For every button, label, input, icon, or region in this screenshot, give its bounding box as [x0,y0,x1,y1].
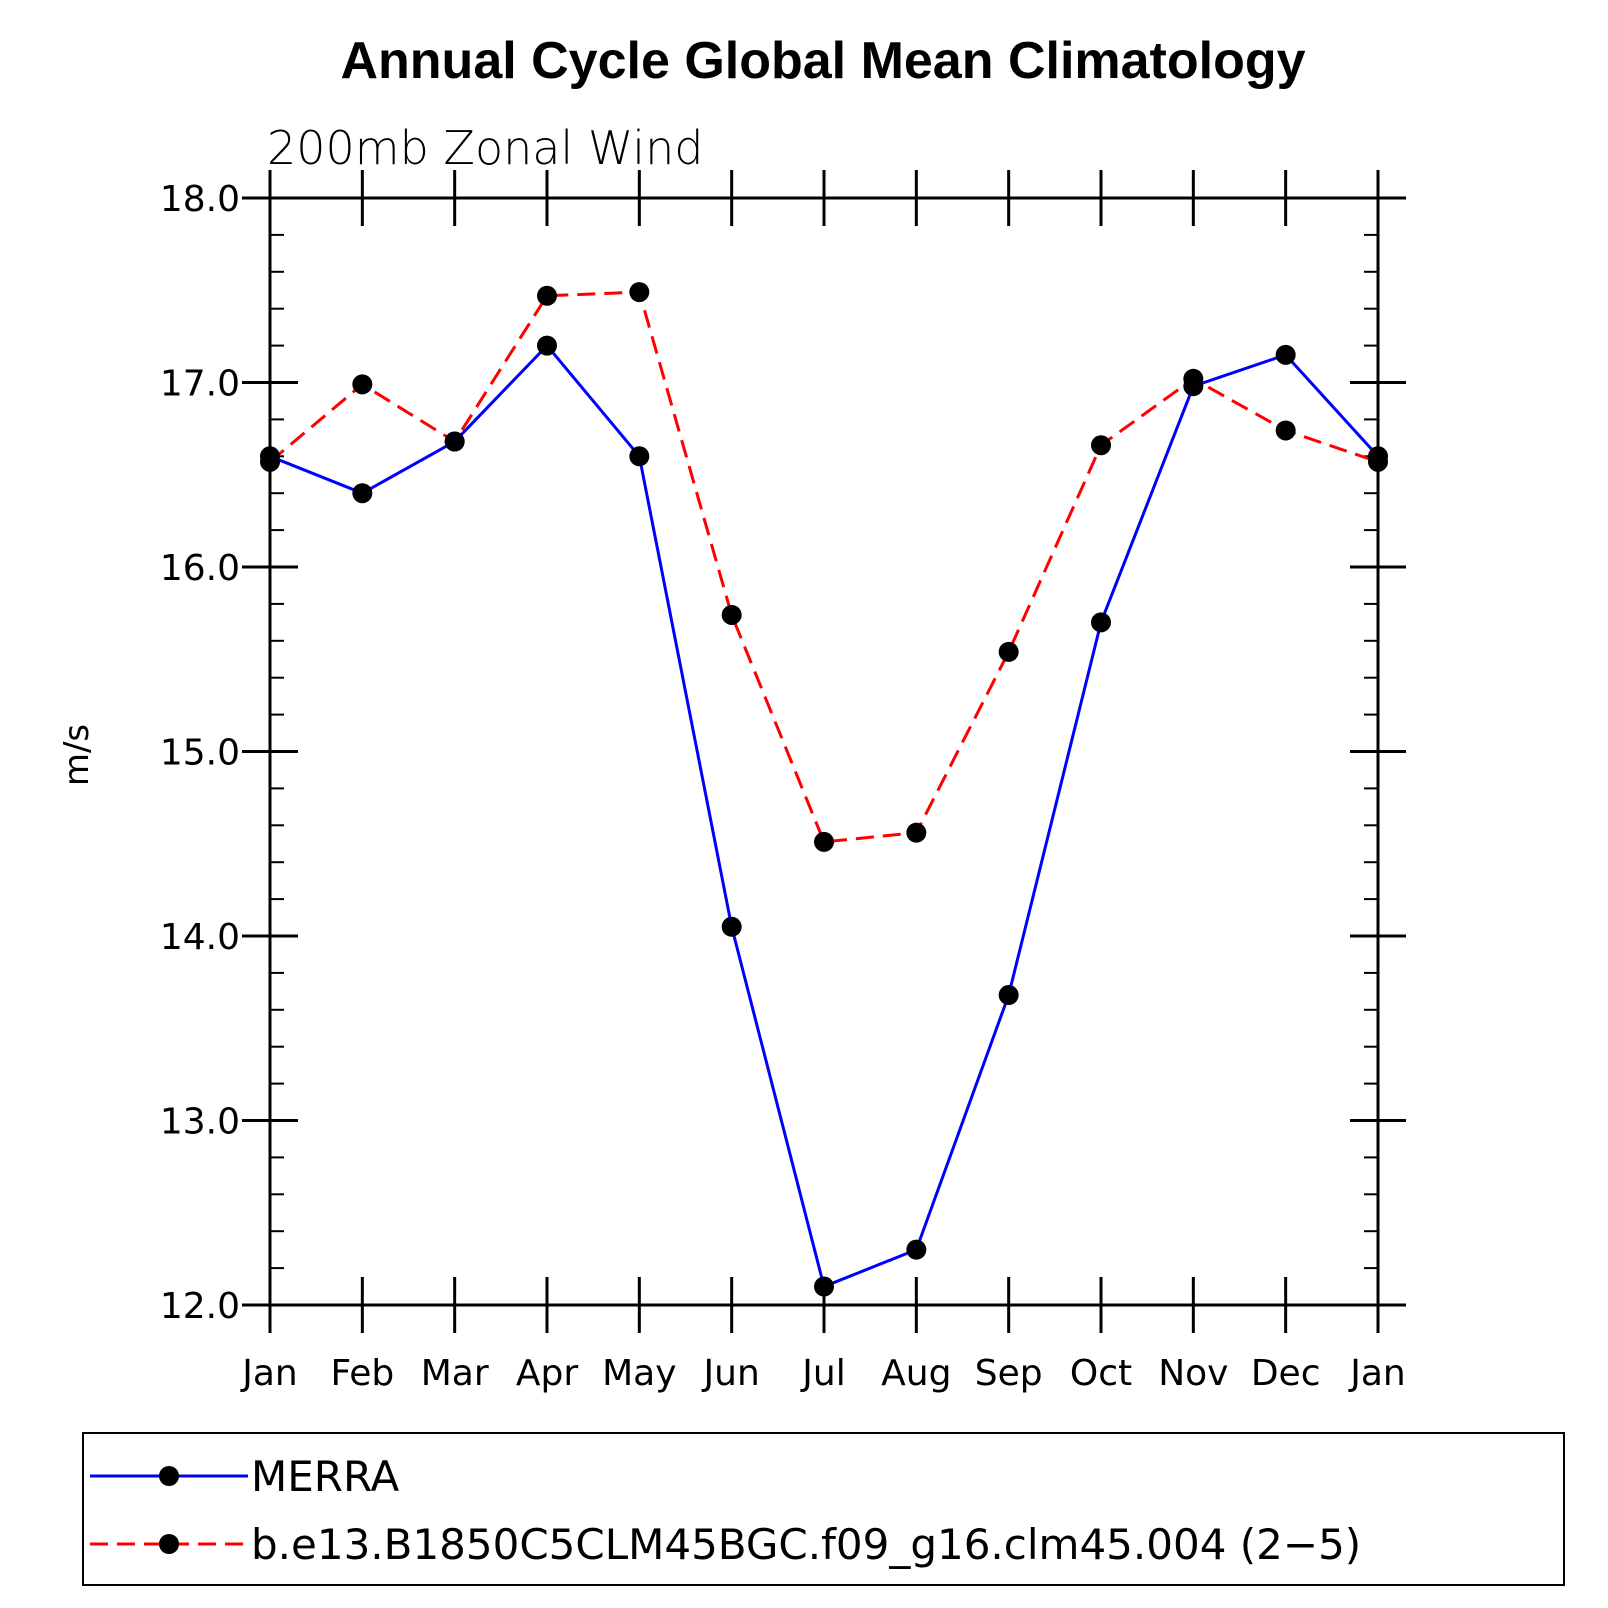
y-tick-label: 13.0 [160,1102,240,1143]
x-tick-label: Jun [702,1353,760,1394]
data-point-model [1368,451,1388,472]
y-tick-label: 14.0 [160,917,240,958]
data-point-model [814,831,834,852]
legend-box [82,1432,1565,1586]
y-tick-label: 16.0 [160,548,240,589]
y-axis-label: m/s [57,724,97,786]
data-point-merra [906,1239,927,1260]
data-point-model [352,374,373,395]
data-point-model [537,285,557,306]
data-point-model [721,604,742,625]
x-tick-label: Sep [975,1353,1043,1394]
legend-label-model: b.e13.B1850C5CLM45BGC.f09_g16.clm45.004 … [251,1520,1361,1569]
chart-title: Annual Cycle Global Mean Climatology [340,32,1305,90]
data-point-merra [1091,612,1111,633]
data-point-merra [721,916,742,937]
x-tick-label: Feb [330,1353,394,1394]
legend-items: MERRA b.e13.B1850C5CLM45BGC.f09_g16.clm45… [90,1452,1361,1569]
x-ticks: Jan Feb Mar Apr May Jun Jul Aug Sep Oct Nov Dec Jan [240,170,1406,1394]
series-layer [260,282,1388,1297]
data-point-model [444,431,465,452]
legend-marker-merra [159,1466,179,1486]
legend-marker-model [159,1534,179,1554]
data-point-merra [998,985,1019,1006]
data-point-merra [352,483,373,504]
series-line-merra [269,343,1380,1289]
data-point-model [1091,435,1111,456]
x-tick-label: Jan [240,1353,298,1394]
y-tick-label: 18.0 [160,179,240,220]
data-point-merra [814,1276,834,1297]
legend: MERRA b.e13.B1850C5CLM45BGC.f09_g16.clm45… [82,1432,1565,1586]
x-tick-label: May [602,1353,676,1394]
x-tick-label: Mar [421,1353,489,1394]
x-tick-label: Dec [1251,1353,1321,1394]
data-point-model [906,822,927,843]
data-point-model [629,282,650,303]
x-tick-label: Apr [516,1353,578,1394]
chart-subtitle: 200mb Zonal Wind [267,121,703,175]
data-point-merra [629,446,650,467]
y-tick-label: 17.0 [160,364,240,405]
x-tick-label: Jan [1348,1353,1406,1394]
series-line-model [269,290,1379,844]
plot-frame [268,196,1380,1307]
data-point-model [1183,368,1204,389]
data-point-model [260,451,280,472]
data-point-model [998,641,1019,662]
x-tick-label: Nov [1158,1353,1228,1394]
y-tick-label: 12.0 [160,1286,240,1327]
y-ticks: 12.0 13.0 14.0 15.0 16.0 17.0 18.0 [160,179,1406,1327]
data-point-merra [1275,344,1296,365]
x-tick-label: Jul [800,1353,845,1394]
data-point-model [1275,420,1296,441]
x-tick-label: Oct [1070,1353,1132,1394]
x-tick-label: Aug [881,1353,951,1394]
y-tick-label: 15.0 [160,733,240,774]
data-point-merra [537,335,557,356]
legend-label-merra: MERRA [251,1452,399,1501]
